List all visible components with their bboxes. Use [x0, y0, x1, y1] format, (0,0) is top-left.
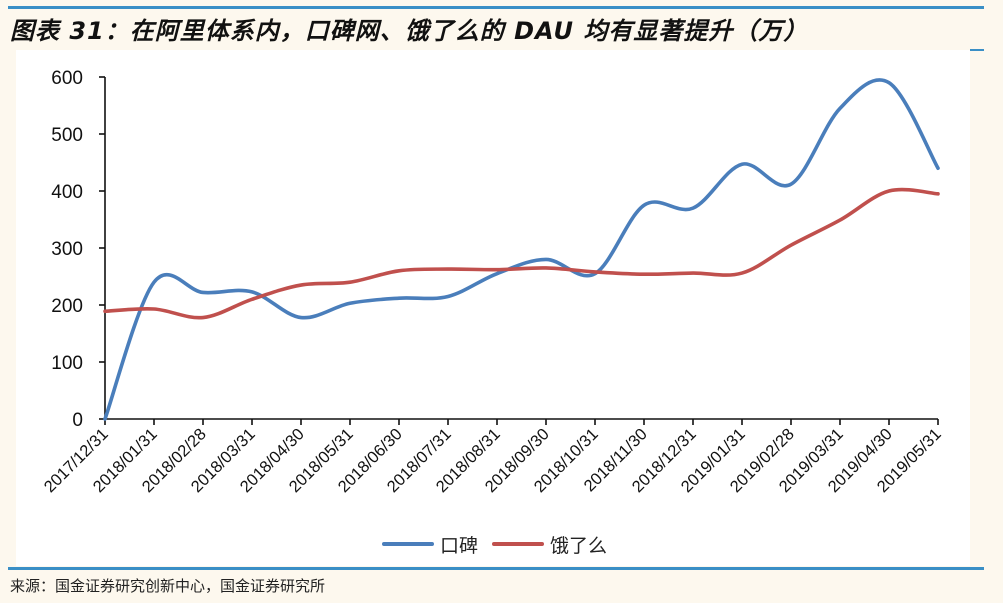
y-tick-label: 100 — [51, 353, 83, 374]
chart-title: 图表 31：在阿里体系内，口碑网、饿了么的 DAU 均有显著提升（万） — [10, 17, 809, 45]
axes: 01002003004005006002017/12/312018/01/312… — [41, 68, 945, 496]
y-tick-label: 200 — [51, 296, 83, 317]
y-tick-label: 0 — [72, 410, 83, 431]
chart-panel — [16, 50, 970, 566]
y-tick-label: 300 — [51, 239, 83, 260]
y-tick-label: 400 — [51, 182, 83, 203]
bottom-rule — [8, 567, 984, 570]
panel-corner-mark — [970, 49, 984, 51]
legend-item-eleme: 饿了么 — [492, 531, 607, 558]
legend-swatch-koubei — [382, 542, 434, 546]
y-tick-label: 600 — [51, 68, 83, 89]
top-rule — [8, 6, 984, 9]
series-line-eleme — [103, 187, 940, 320]
series-line-koubei — [103, 78, 940, 421]
source-note: 来源：国金证券研究创新中心，国金证券研究所 — [10, 577, 326, 595]
legend-label-koubei: 口碑 — [440, 534, 479, 557]
legend: 口碑 饿了么 — [382, 530, 613, 558]
legend-label-eleme: 饿了么 — [550, 534, 608, 557]
y-tick-label: 500 — [51, 125, 83, 146]
series-lines — [103, 78, 940, 421]
legend-swatch-eleme — [492, 542, 545, 546]
legend-item-koubei: 口碑 — [382, 531, 478, 558]
